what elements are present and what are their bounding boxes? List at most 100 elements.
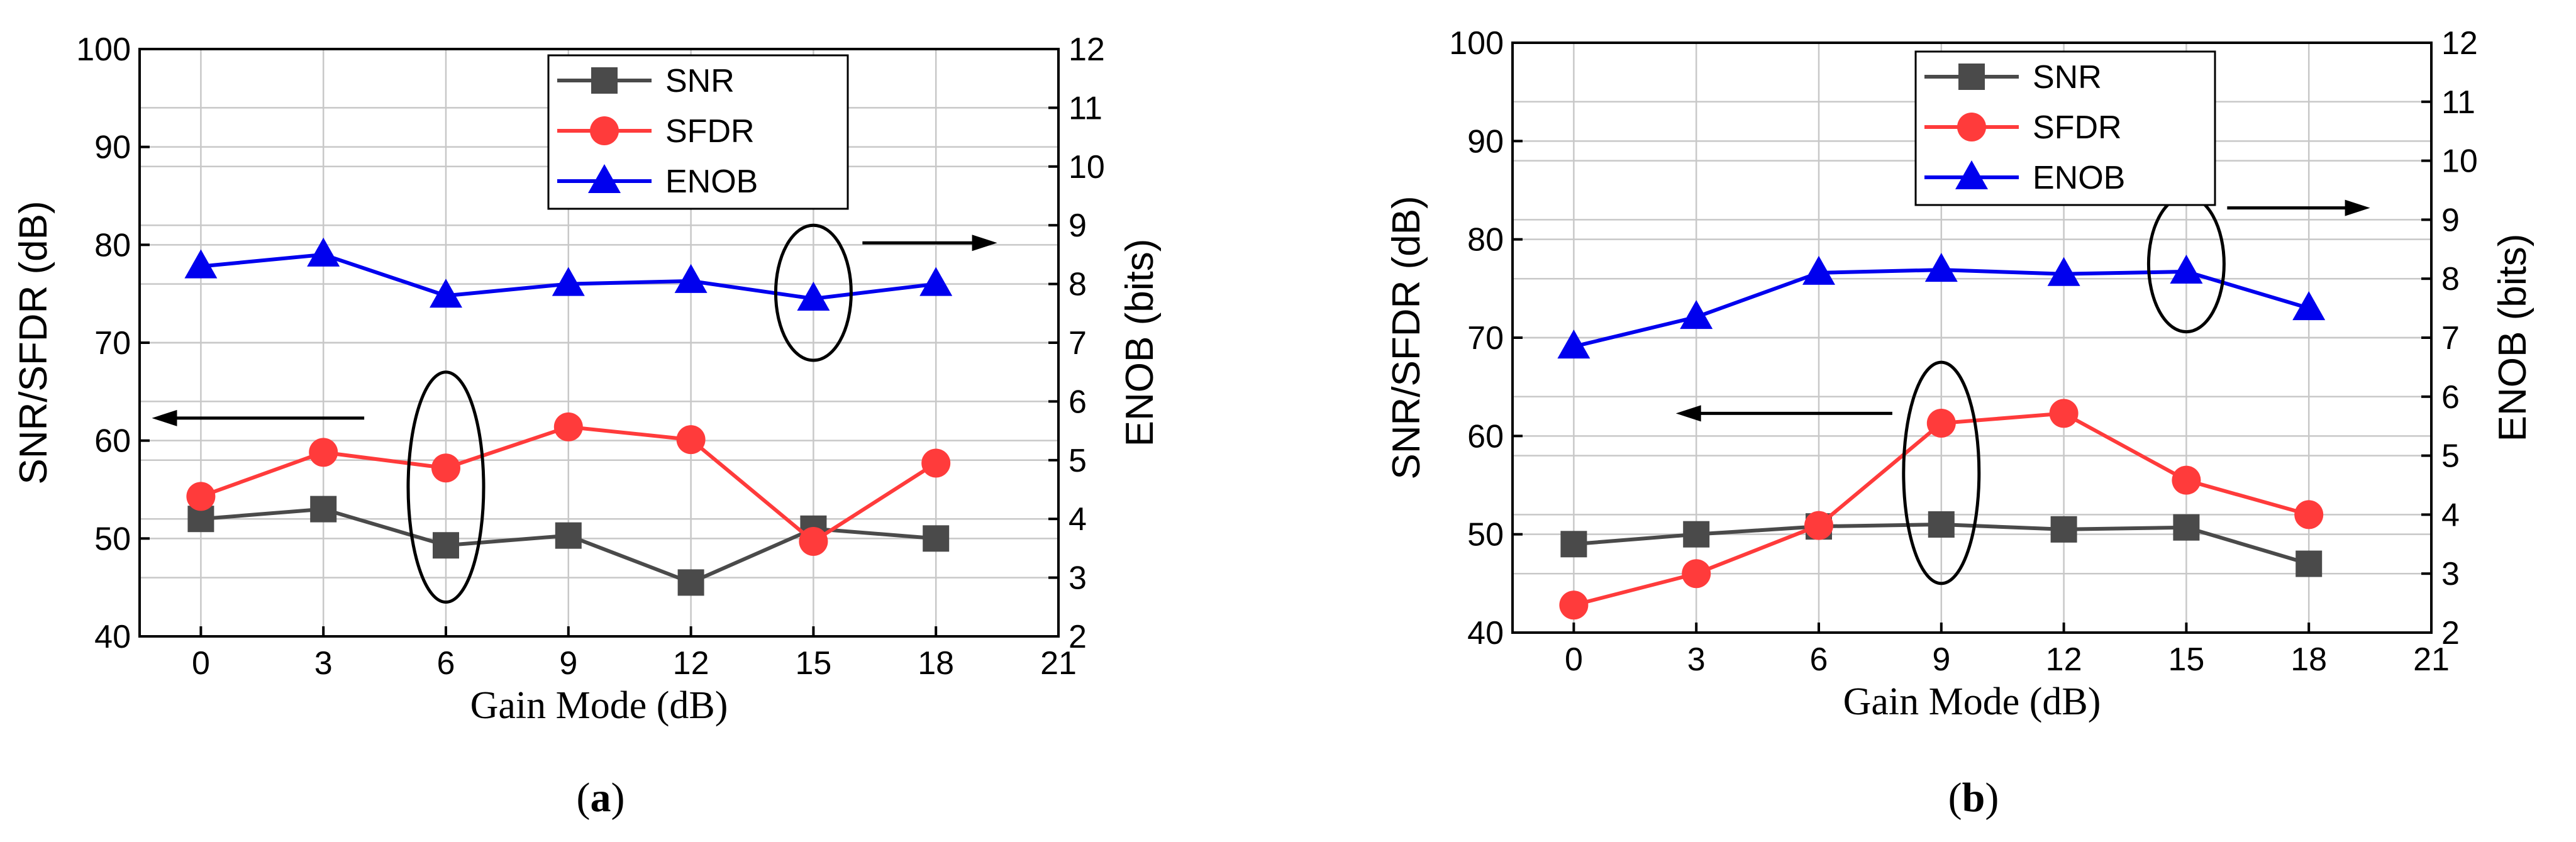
chart-b-sfdr-point <box>2294 500 2324 529</box>
chart-a-sfdr-point <box>186 482 216 511</box>
chart-b-enob-point <box>1680 300 1713 330</box>
chart-b-y2-tick-label: 10 <box>2441 143 2478 180</box>
chart-a-sfdr-point <box>309 438 338 467</box>
chart-b-x-tick-label: 9 <box>1932 641 1950 678</box>
chart-a-sfdr-point <box>676 425 706 455</box>
chart-b-x-axis-label: Gain Mode (dB) <box>1843 680 2101 723</box>
chart-b-y-tick-label: 90 <box>1467 123 1504 160</box>
chart-a-y-tick-label: 90 <box>94 130 131 166</box>
chart-b-legend-marker <box>1958 64 1985 90</box>
chart-a-legend-entry-snr: SNR <box>557 63 735 99</box>
chart-a-y-tick-label: 60 <box>94 423 131 460</box>
chart-a-enob-point <box>797 281 830 311</box>
chart-a-y-axis-label: SNR/SFDR (dB) <box>12 201 55 484</box>
chart-a-y2-tick-label: 10 <box>1069 149 1105 186</box>
chart-a-y-tick-label: 80 <box>94 227 131 263</box>
chart-b-sfdr-point <box>2172 465 2201 495</box>
chart-a-y-tick-label: 50 <box>94 521 131 557</box>
chart-b-y-tick-label: 50 <box>1467 517 1504 553</box>
chart-b-x-tick-label: 21 <box>2413 641 2450 678</box>
chart-b-snr-point <box>2296 550 2323 577</box>
chart-b-annotation-ellipse <box>1902 360 1981 585</box>
chart-b-x-tick-label: 15 <box>2168 641 2204 678</box>
chart-b-legend-label: SFDR <box>2033 109 2122 146</box>
chart-b-y2-tick-label: 5 <box>2441 438 2460 475</box>
chart-a-enob-point <box>307 237 340 267</box>
chart-a-y2-tick-label: 11 <box>1069 90 1102 126</box>
chart-a-y2-tick-label: 4 <box>1069 501 1087 538</box>
chart-a-enob-point <box>674 263 708 293</box>
chart-b-legend-entry-enob: ENOB <box>1924 160 2125 196</box>
chart-b-snr-point <box>1928 511 1955 538</box>
chart-b-y2-tick-label: 8 <box>2441 261 2460 297</box>
chart-b-y-tick-label: 100 <box>1449 25 1504 62</box>
chart-b-enob-point <box>1924 253 1958 282</box>
chart-b-legend-marker <box>1955 160 1988 189</box>
chart-a-legend: SNR SFDR ENOB <box>547 54 849 210</box>
chart-b-legend-entry-snr: SNR <box>1924 59 2102 96</box>
chart-b-y2-tick-label: 6 <box>2441 379 2460 416</box>
chart-b-legend-label: SNR <box>2033 59 2102 96</box>
chart-a-panel: 0 3 6 9 12 15 18 21 40 50 60 70 80 90 100 2 3 4 5 6 7 8 9 10 11 1… <box>12 31 1162 821</box>
chart-a-enob-point <box>430 279 462 308</box>
chart-b-snr-point <box>1560 531 1587 558</box>
chart-a-snr-point <box>433 532 459 559</box>
chart-a-y-tick-label: 40 <box>94 619 131 655</box>
chart-a-caption: (a) <box>577 775 625 821</box>
chart-a-annotation-ellipse <box>774 223 853 362</box>
chart-a-snr-point <box>923 525 950 552</box>
chart-a-x-tick-label: 15 <box>795 645 831 682</box>
chart-a-enob-point <box>919 267 953 296</box>
chart-b-legend: SNR SFDR ENOB <box>1914 50 2216 206</box>
chart-a-y-tick-label: 70 <box>94 325 131 362</box>
chart-a-legend-marker <box>590 116 619 145</box>
chart-a-annotation-arrow-left <box>152 409 365 426</box>
chart-b-caption: (b) <box>1948 775 1999 821</box>
chart-b-series-sfdr <box>1559 399 2324 620</box>
chart-b-y-axis-label: SNR/SFDR (dB) <box>1385 196 1428 479</box>
chart-a-legend-marker <box>588 164 621 193</box>
chart-b-y-tick-label: 80 <box>1467 222 1504 258</box>
chart-a-sfdr-point <box>799 527 828 557</box>
chart-b-snr-point <box>1683 521 1710 548</box>
chart-a-x-axis-label: Gain Mode (dB) <box>470 684 728 727</box>
chart-a-arrow-head <box>972 235 997 252</box>
chart-b-y-tick-label: 40 <box>1467 615 1504 651</box>
chart-a-x-tick-label: 9 <box>559 645 577 682</box>
chart-a-x-tick-label: 18 <box>918 645 954 682</box>
chart-b-y2-axis-label: ENOB (bits) <box>2491 234 2534 442</box>
chart-a-sfdr-point <box>431 453 460 483</box>
chart-a-y2-tick-label: 9 <box>1069 208 1087 244</box>
chart-b-sfdr-point <box>1559 590 1589 620</box>
chart-b-sfdr-point <box>2049 399 2079 428</box>
chart-a-snr-point <box>310 496 337 523</box>
chart-a-snr-point <box>677 569 704 596</box>
chart-a-legend-marker <box>591 67 618 94</box>
chart-b-x-tick-label: 0 <box>1565 641 1583 678</box>
chart-a-y2-tick-label: 6 <box>1069 384 1087 420</box>
chart-b-legend-marker <box>1957 113 1986 141</box>
chart-b-enob-point <box>2047 257 2080 286</box>
chart-b-snr-point <box>2050 516 2077 543</box>
chart-a-annotation-arrow-right <box>862 235 997 252</box>
chart-b-y2-tick-label: 7 <box>2441 320 2460 357</box>
chart-b-x-tick-label: 6 <box>1810 641 1828 678</box>
chart-b-annotation-arrow-right <box>2227 199 2370 216</box>
chart-b-y2-tick-label: 9 <box>2441 202 2460 238</box>
chart-a-y2-tick-label: 5 <box>1069 443 1087 479</box>
chart-a-legend-label: SFDR <box>665 113 755 150</box>
chart-a-arrow-head <box>152 409 177 426</box>
chart-a-snr-point <box>555 522 582 549</box>
chart-b-arrow-head <box>1675 405 1701 422</box>
chart-a-legend-label: SNR <box>665 63 735 99</box>
chart-b-sfdr-point <box>1804 511 1833 540</box>
chart-b-y2-tick-label: 2 <box>2441 615 2460 651</box>
chart-a-y2-tick-label: 7 <box>1069 325 1087 362</box>
chart-b-enob-point <box>1557 330 1591 359</box>
chart-b-y-tick-label: 60 <box>1467 418 1504 455</box>
chart-b-y2-tick-label: 3 <box>2441 556 2460 592</box>
chart-a-x-tick-label: 0 <box>192 645 210 682</box>
chart-b-enob-point <box>2170 254 2203 284</box>
chart-b-series-enob <box>1557 253 2326 359</box>
chart-a-legend-entry-sfdr: SFDR <box>557 113 755 150</box>
